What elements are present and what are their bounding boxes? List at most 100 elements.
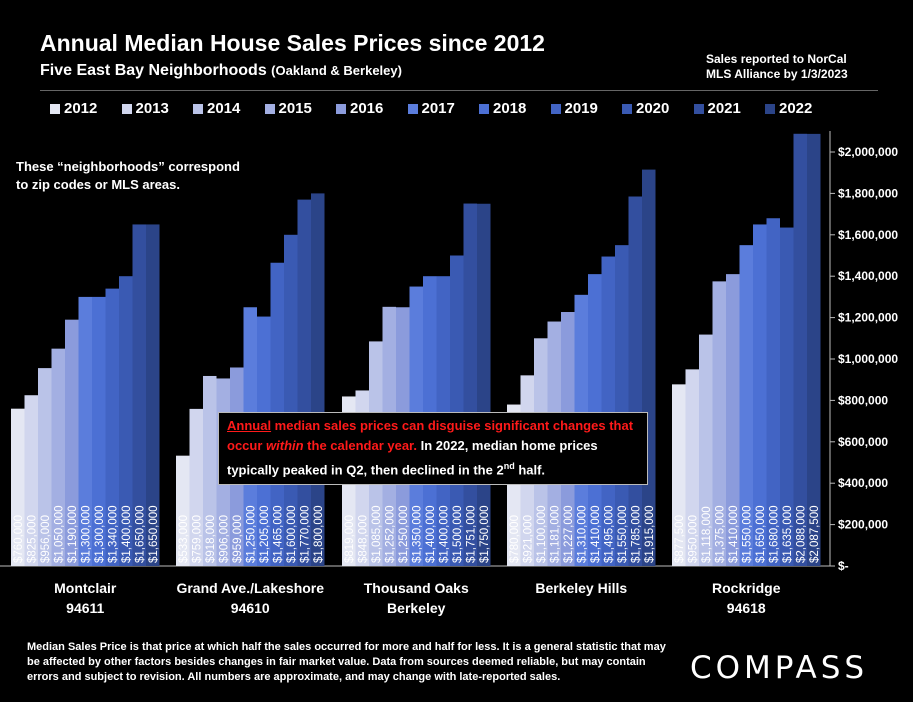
bar-value-label: $1,252,000 [384, 505, 396, 563]
bar-value-label: $1,650,000 [755, 505, 767, 563]
bar-value-label: $1,750,000 [479, 505, 491, 563]
legend-item: 2013 [121, 100, 169, 117]
bar [780, 227, 794, 566]
bar [65, 319, 79, 566]
bar-value-label: $760,000 [13, 515, 25, 563]
category-label-line: Rockridge [712, 580, 781, 596]
bar [119, 276, 133, 566]
legend-swatch [622, 103, 632, 114]
bar-value-label: $1,650,000 [148, 505, 160, 563]
footer-disclaimer: Median Sales Price is that price at whic… [27, 641, 666, 683]
bar [699, 334, 713, 566]
bar [672, 384, 686, 566]
bar-value-label: $1,375,000 [714, 505, 726, 563]
bar-value-label: $1,181,000 [549, 505, 561, 563]
bar [92, 296, 106, 566]
bar-value-label: $533,000 [178, 515, 190, 563]
callout-superscript: nd [503, 461, 515, 471]
category-label-line: 94611 [66, 600, 105, 616]
bar-value-label: $1,250,000 [398, 505, 410, 563]
legend-label: 2021 [707, 100, 741, 117]
legend-swatch [407, 103, 418, 114]
bar-value-label: $1,400,000 [121, 505, 133, 563]
bar-value-label: $780,000 [509, 515, 521, 563]
legend-swatch [550, 103, 561, 114]
legend-item: 2018 [479, 100, 526, 117]
legend-item: 2016 [336, 100, 383, 117]
bar-value-label: $1,635,000 [782, 505, 794, 563]
category-label-line: Berkeley [387, 600, 446, 616]
legend-item: 2021 [693, 100, 741, 117]
legend-label: 2016 [350, 100, 384, 117]
bar-value-label: $848,000 [357, 515, 369, 563]
bar [51, 348, 65, 566]
bar-value-label: $1,785,000 [630, 505, 642, 563]
bar [146, 224, 160, 566]
legend-label: 2015 [278, 100, 312, 117]
bar-value-label: $1,300,000 [80, 505, 92, 563]
bar-value-label: $1,350,000 [411, 505, 423, 563]
category-label-line: Montclair [54, 580, 117, 596]
bar-value-label: $759,000 [191, 515, 203, 563]
bar-value-label: $819,000 [344, 515, 356, 563]
bar [726, 274, 740, 566]
legend-swatch [479, 103, 489, 114]
bar-value-label: $1,680,000 [768, 505, 780, 563]
y-tick-label: $400,000 [838, 476, 888, 490]
bar-value-label: $1,550,000 [741, 505, 753, 563]
bar [132, 224, 146, 566]
callout-red-text: median sales prices can disguise signifi… [227, 418, 634, 453]
bar-value-label: $1,250,000 [245, 505, 257, 563]
bar-value-label: $2,088,000 [795, 505, 807, 563]
bar-value-label: $1,600,000 [286, 505, 298, 563]
header-divider [40, 90, 878, 91]
legend-swatch [264, 103, 275, 114]
legend-swatch [765, 103, 775, 114]
bar-value-label: $1,050,000 [53, 505, 65, 563]
bar-value-label: $877,500 [674, 515, 686, 563]
bar-value-label: $1,465,000 [272, 505, 284, 563]
source-line-2: MLS Alliance by 1/3/2023 [706, 67, 848, 81]
legend-item: 2017 [407, 100, 455, 117]
bar [739, 245, 753, 566]
legend-label: 2019 [564, 100, 598, 117]
bar-value-label: $1,650,000 [134, 505, 146, 563]
bar-value-label: $825,000 [26, 515, 38, 563]
subtitle-main: Five East Bay Neighborhoods [40, 62, 267, 79]
bar-value-label: $1,800,000 [313, 505, 325, 563]
bar-value-label: $1,227,000 [563, 505, 575, 563]
bar-value-label: $1,310,000 [576, 505, 588, 563]
bar-value-label: $956,000 [40, 515, 52, 563]
legend-label: 2017 [421, 100, 455, 117]
legend-item: 2022 [765, 100, 812, 117]
bar-value-label: $906,000 [218, 515, 230, 563]
bar-value-label: $1,770,000 [299, 505, 311, 563]
legend-label: 2020 [636, 100, 670, 117]
chart-title: Annual Median House Sales Prices since 2… [40, 30, 545, 56]
y-tick-label: $1,800,000 [838, 186, 898, 200]
y-tick-label: $200,000 [838, 518, 888, 532]
bar [38, 368, 52, 566]
bar-value-label: $2,087,500 [809, 505, 821, 563]
bar [615, 245, 629, 566]
legend-label: 2014 [207, 100, 241, 117]
bar [601, 256, 615, 566]
callout-within: within [266, 438, 304, 453]
legend-label: 2018 [493, 100, 527, 117]
bar [11, 408, 25, 566]
source-note: Sales reported to NorCal MLS Alliance by… [706, 52, 848, 82]
y-tick-label: $1,600,000 [838, 228, 898, 242]
legend-item: 2014 [193, 100, 240, 117]
bar-value-label: $1,500,000 [452, 505, 464, 563]
legend-item: 2012 [50, 100, 97, 117]
bar-value-label: $1,410,000 [590, 505, 602, 563]
bar [105, 288, 119, 566]
legend-swatch [193, 103, 203, 114]
category-label-line: 94610 [230, 600, 270, 616]
callout-white-end: half. [514, 462, 546, 478]
bar-value-label: $1,410,000 [728, 505, 740, 563]
legend-item: 2020 [622, 100, 669, 117]
category-label: Thousand Oaks Berkeley [336, 578, 496, 618]
category-label: Rockridge 94618 [666, 578, 826, 618]
neighborhood-note-line-2: to zip codes or MLS areas. [16, 177, 180, 192]
